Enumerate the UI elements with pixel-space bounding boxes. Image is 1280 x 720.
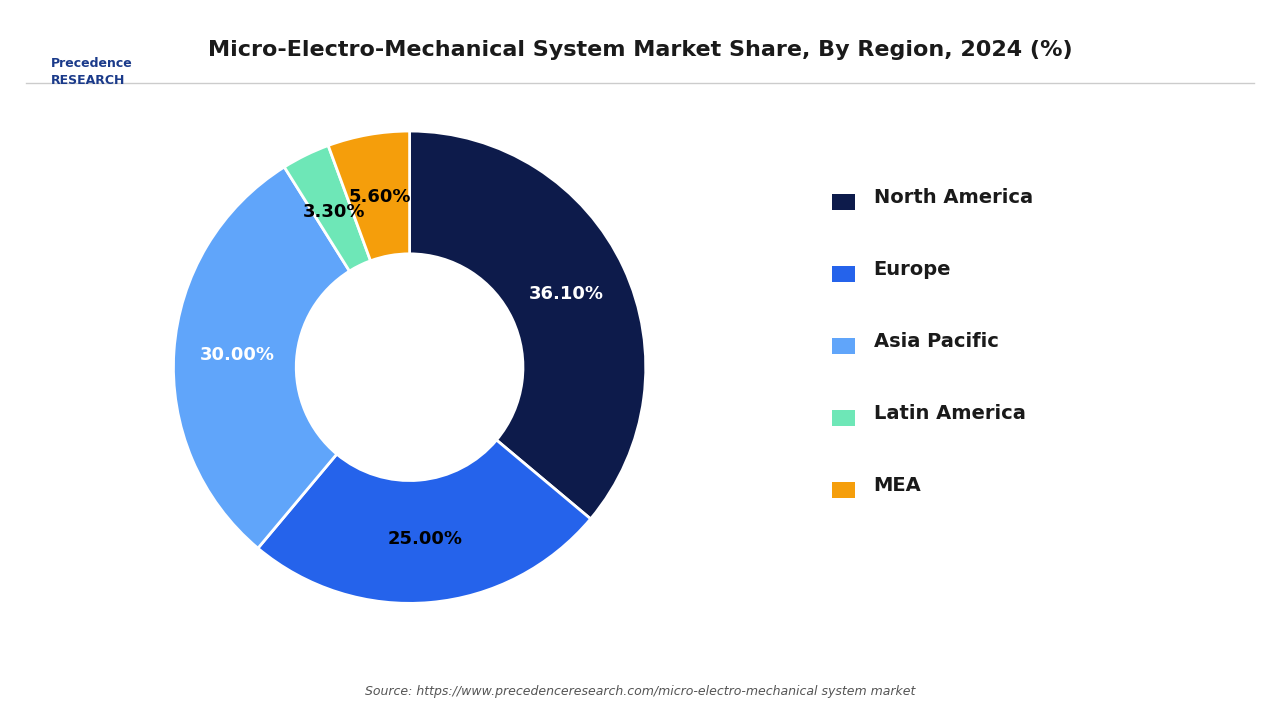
Text: Precedence
RESEARCH: Precedence RESEARCH <box>51 57 133 87</box>
Text: 30.00%: 30.00% <box>200 346 275 364</box>
Text: Micro-Electro-Mechanical System Market Share, By Region, 2024 (%): Micro-Electro-Mechanical System Market S… <box>207 40 1073 60</box>
Text: 25.00%: 25.00% <box>388 530 462 548</box>
Text: 5.60%: 5.60% <box>348 189 411 207</box>
Text: 3.30%: 3.30% <box>302 203 365 221</box>
Wedge shape <box>174 167 349 548</box>
Text: 36.10%: 36.10% <box>529 285 603 303</box>
Wedge shape <box>259 440 590 603</box>
Wedge shape <box>284 145 370 271</box>
Text: Europe: Europe <box>874 260 951 279</box>
Text: Asia Pacific: Asia Pacific <box>874 332 998 351</box>
Wedge shape <box>328 131 410 261</box>
Text: Latin America: Latin America <box>874 404 1025 423</box>
Text: North America: North America <box>874 188 1033 207</box>
Text: MEA: MEA <box>874 476 922 495</box>
Text: Source: https://www.precedenceresearch.com/micro-electro-mechanical system marke: Source: https://www.precedenceresearch.c… <box>365 685 915 698</box>
Wedge shape <box>410 131 645 519</box>
